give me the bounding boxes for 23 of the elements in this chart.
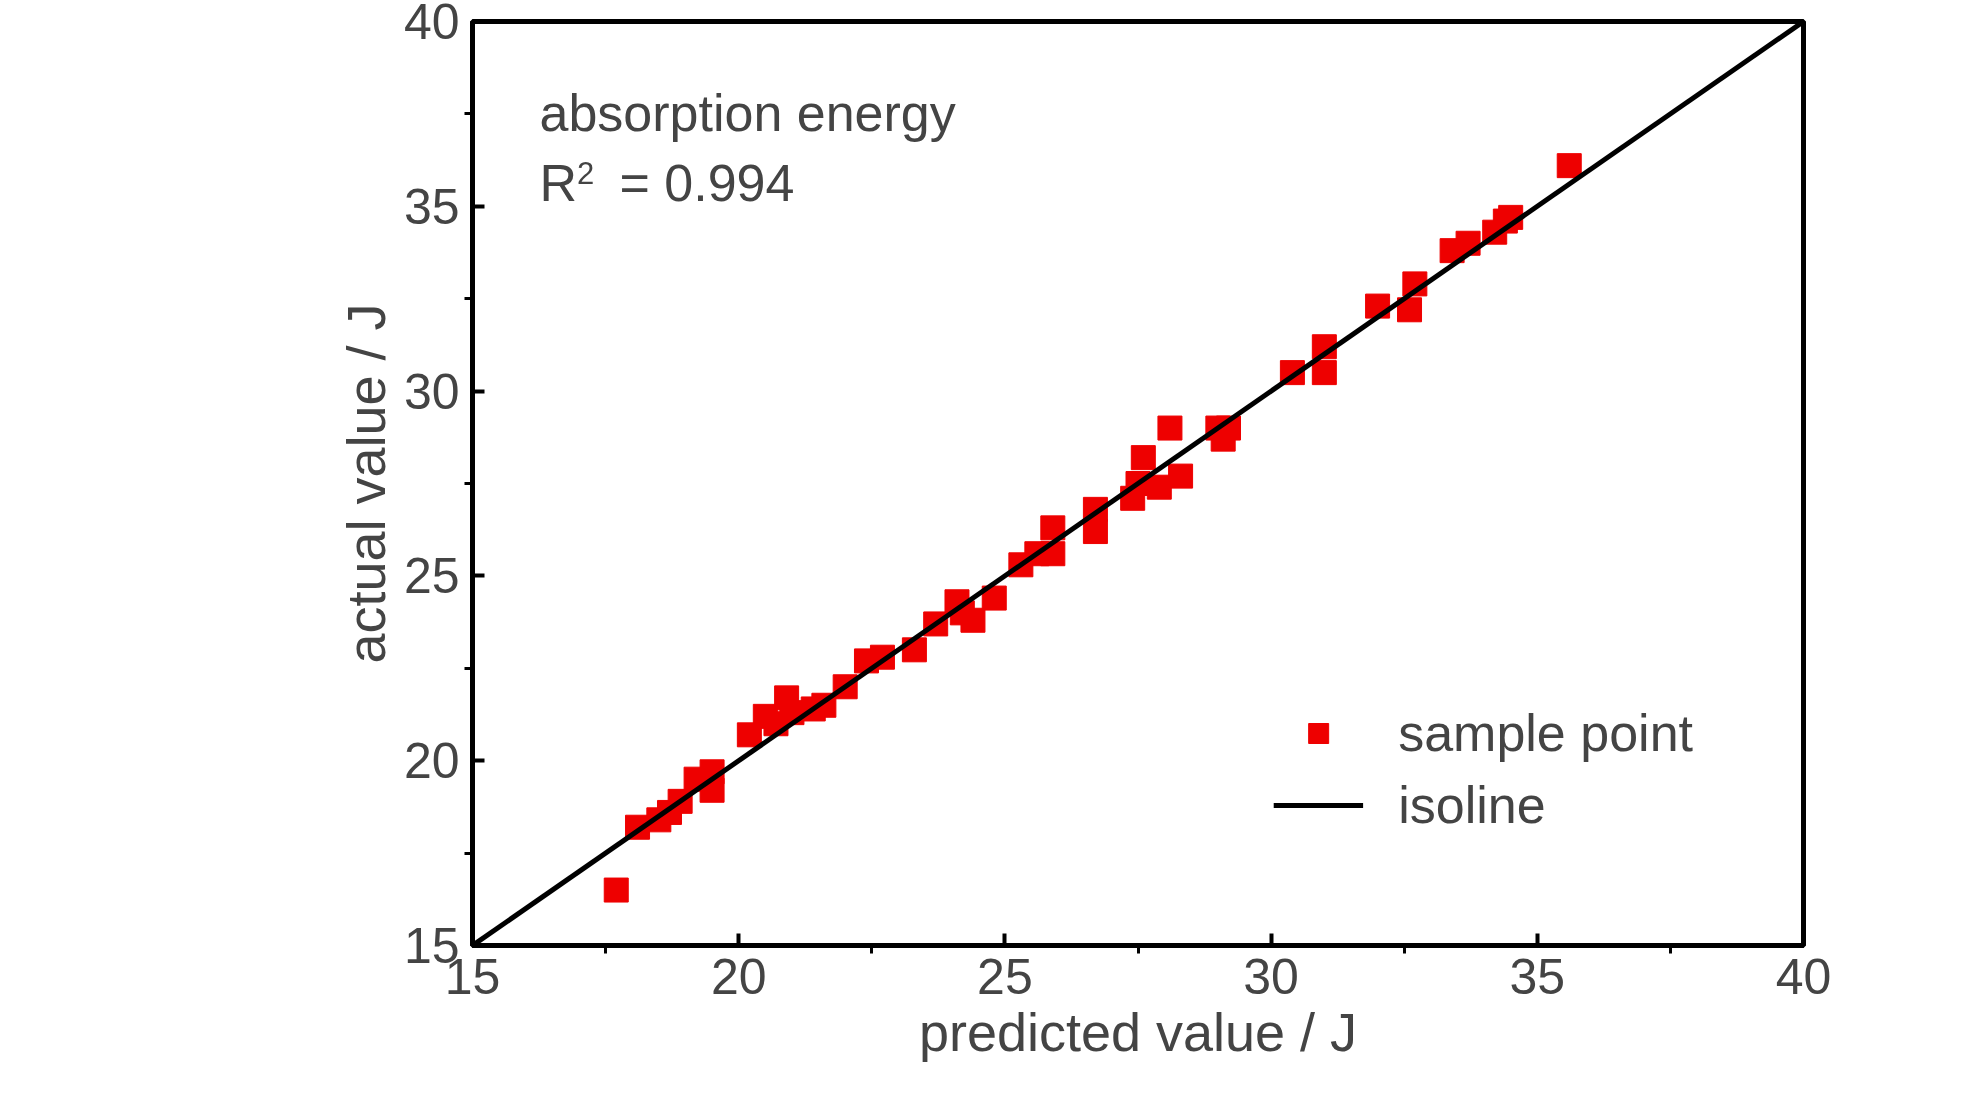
- point: [960, 607, 986, 633]
- y-axis-title: actual value / J: [335, 303, 396, 664]
- x-tick-label: 35: [1509, 948, 1566, 1005]
- legend-label: sample point: [1398, 703, 1693, 763]
- point: [1397, 297, 1423, 323]
- annotation: absorption energy: [539, 83, 956, 142]
- legend-label: isoline: [1398, 775, 1546, 835]
- point: [1311, 360, 1337, 386]
- point: [1556, 153, 1582, 179]
- y-tick-label: 40: [403, 0, 460, 50]
- x-tick-label: 20: [710, 948, 767, 1005]
- point: [1130, 445, 1156, 471]
- y-tick-label: 35: [403, 178, 460, 235]
- y-tick-label: 20: [403, 733, 460, 790]
- point: [1157, 415, 1183, 441]
- point: [1040, 515, 1066, 541]
- point: [981, 585, 1007, 611]
- x-tick-label: 40: [1775, 948, 1832, 1005]
- point: [1168, 463, 1194, 489]
- y-tick-label: 30: [403, 363, 460, 420]
- point: [1082, 519, 1108, 545]
- point: [603, 877, 629, 903]
- y-tick-label: 25: [403, 548, 460, 605]
